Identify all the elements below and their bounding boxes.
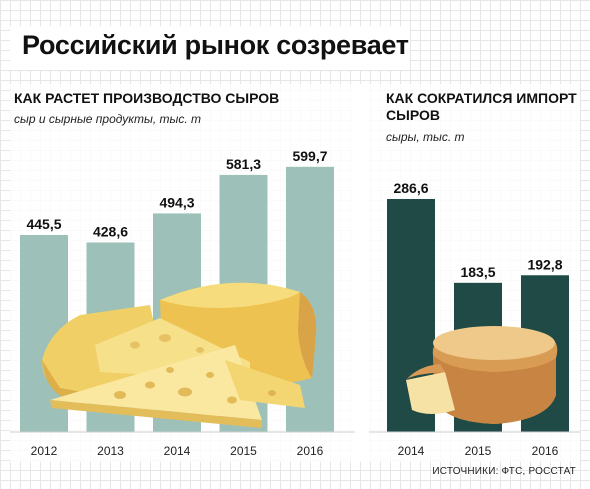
panel-divider	[355, 84, 369, 462]
camembert-illustration	[406, 326, 558, 424]
production-year-label: 2015	[230, 444, 257, 458]
import-value-label: 286,6	[393, 180, 428, 196]
page-title: Российский рынок созревает	[22, 30, 409, 60]
import-year-label: 2014	[398, 444, 425, 458]
production-year-label: 2014	[164, 444, 191, 458]
imports-title-line2: СЫРОВ	[386, 107, 440, 123]
production-year-label: 2013	[97, 444, 124, 458]
production-value-label: 599,7	[292, 148, 327, 164]
production-year-label: 2016	[297, 444, 324, 458]
headline-box	[10, 26, 410, 70]
sources-note: ИСТОЧНИКИ: ФТС, РОССТАТ	[432, 466, 576, 477]
production-value-label: 445,5	[26, 216, 61, 232]
production-value-label: 581,3	[226, 156, 261, 172]
imports-title-line1: КАК СОКРАТИЛСЯ ИМПОРТ	[386, 90, 577, 106]
production-subtitle: сыр и сырные продукты, тыс. т	[14, 112, 202, 126]
import-year-label: 2015	[465, 444, 492, 458]
production-value-label: 494,3	[159, 194, 194, 210]
cheese-wedges-illustration	[42, 282, 317, 428]
imports-subtitle: сыры, тыс. т	[386, 130, 465, 144]
import-value-label: 183,5	[460, 264, 495, 280]
production-title: КАК РАСТЕТ ПРОИЗВОДСТВО СЫРОВ	[14, 90, 280, 106]
import-value-label: 192,8	[527, 256, 562, 272]
import-year-label: 2016	[532, 444, 559, 458]
production-value-label: 428,6	[93, 223, 128, 239]
production-year-label: 2012	[31, 444, 58, 458]
